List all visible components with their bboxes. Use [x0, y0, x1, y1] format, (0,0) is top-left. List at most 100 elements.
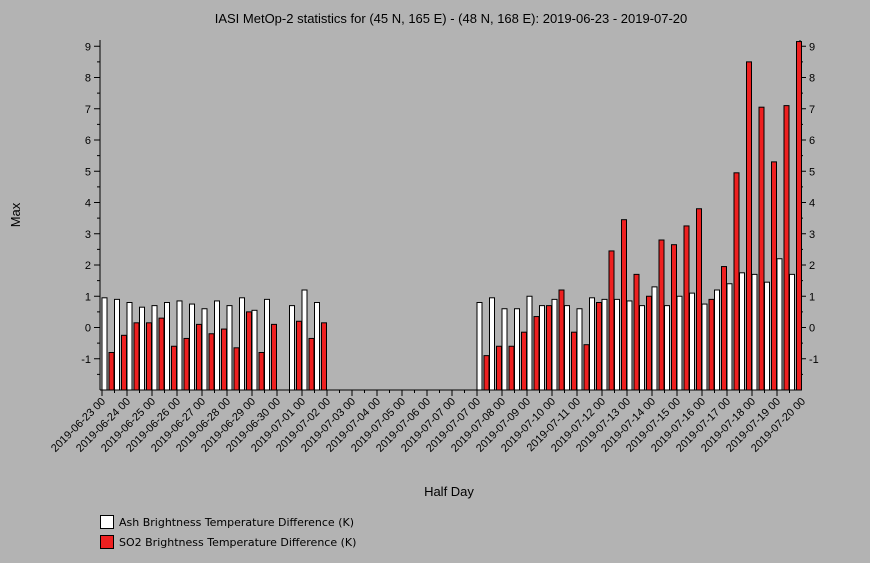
- y-tick-label-left: 8: [85, 73, 91, 85]
- so2-bar: [608, 250, 615, 391]
- ash-bar: [314, 302, 320, 391]
- y-tick-label-right: 1: [809, 291, 815, 303]
- y-tick-label-right: 5: [809, 166, 815, 178]
- ash-bar: [264, 298, 270, 391]
- so2-bar: [746, 61, 752, 391]
- ash-bar: [639, 305, 645, 391]
- legend-label-ash: Ash Brightness Temperature Difference (K…: [119, 515, 354, 529]
- ash-bar: [501, 308, 508, 391]
- so2-bar: [758, 106, 765, 391]
- y-tick-label-left: 3: [85, 229, 91, 241]
- so2-bar: [296, 320, 302, 391]
- legend-label-so2: SO2 Brightness Temperature Difference (K…: [119, 535, 357, 549]
- so2-bar: [308, 337, 315, 391]
- y-tick-label-left: 2: [85, 260, 91, 272]
- so2-bar: [121, 334, 127, 391]
- so2-bar: [221, 328, 227, 391]
- ash-bar: [776, 258, 783, 391]
- so2-bar: [796, 41, 802, 391]
- so2-bar: [771, 161, 777, 391]
- ash-bar: [126, 302, 133, 391]
- so2-bar: [683, 225, 690, 391]
- ash-bar: [676, 295, 683, 391]
- so2-bar: [708, 298, 715, 391]
- so2-bar: [233, 347, 240, 391]
- so2-bar: [271, 323, 277, 391]
- legend-item-ash: Ash Brightness Temperature Difference (K…: [100, 512, 356, 532]
- y-tick-label-right: 2: [809, 260, 815, 272]
- ash-bar: [476, 302, 483, 391]
- y-tick-label-left: 1: [85, 291, 91, 303]
- legend-swatch-ash: [100, 515, 114, 529]
- ash-bar: [289, 305, 295, 391]
- so2-bar: [621, 219, 627, 391]
- y-tick-label-left: 5: [85, 166, 91, 178]
- ash-bar: [526, 295, 533, 391]
- ash-bar: [301, 289, 308, 391]
- ash-bar: [701, 303, 708, 391]
- ash-bar: [626, 300, 633, 391]
- so2-bar: [696, 208, 702, 391]
- y-tick-label-right: -1: [809, 354, 819, 366]
- chart-title: IASI MetOp-2 statistics for (45 N, 165 E…: [215, 11, 688, 26]
- y-tick-label-right: 4: [809, 198, 815, 210]
- y-tick-label-right: 8: [809, 73, 815, 85]
- y-tick-label-left: 0: [85, 323, 91, 335]
- ash-bar: [689, 292, 695, 391]
- ash-bar: [751, 273, 758, 391]
- so2-bar: [733, 172, 740, 391]
- ash-bar: [489, 297, 495, 391]
- y-tick-label-right: 6: [809, 135, 815, 147]
- ash-bar: [251, 309, 258, 391]
- so2-bar: [183, 337, 190, 391]
- so2-bar: [496, 345, 502, 391]
- ash-bar: [101, 297, 108, 391]
- ash-bar: [739, 272, 745, 391]
- ash-bar: [539, 305, 545, 391]
- ash-bar: [239, 297, 245, 391]
- ash-bar: [614, 298, 620, 391]
- so2-bar: [633, 273, 640, 391]
- so2-bar: [133, 322, 140, 391]
- ash-bar: [564, 305, 570, 391]
- ash-bar: [201, 308, 208, 391]
- so2-bar: [258, 352, 265, 391]
- y-tick-label-right: 7: [809, 104, 815, 116]
- so2-bar: [658, 239, 665, 391]
- ash-bar: [164, 302, 170, 391]
- bars: [101, 41, 802, 391]
- so2-bar: [196, 323, 202, 391]
- y-tick-label-right: 9: [809, 41, 815, 53]
- y-tick-label-left: 4: [85, 198, 91, 210]
- y-tick-label-left: 9: [85, 41, 91, 53]
- y-tick-label-left: -1: [81, 354, 91, 366]
- ash-bar: [151, 305, 158, 391]
- so2-bar: [596, 302, 602, 391]
- so2-bar: [646, 295, 652, 391]
- y-tick-label-left: 6: [85, 135, 91, 147]
- so2-bar: [108, 352, 115, 391]
- ash-bar: [226, 305, 233, 391]
- ash-bar: [514, 308, 520, 391]
- ash-bar: [714, 289, 720, 391]
- ash-bar: [176, 300, 183, 391]
- ash-bar: [189, 303, 195, 391]
- so2-bar: [721, 266, 727, 391]
- ash-bar: [601, 298, 608, 391]
- so2-bar: [571, 331, 577, 391]
- ash-bar: [651, 286, 658, 391]
- legend: Ash Brightness Temperature Difference (K…: [100, 512, 356, 552]
- ash-bar: [726, 283, 733, 391]
- legend-swatch-so2: [100, 535, 114, 549]
- so2-bar: [558, 289, 565, 391]
- y-axis-label: Max: [8, 202, 23, 227]
- so2-bar: [158, 317, 165, 391]
- y-tick-label-left: 7: [85, 104, 91, 116]
- ash-bar: [589, 297, 595, 391]
- ash-bar: [551, 298, 558, 391]
- legend-item-so2: SO2 Brightness Temperature Difference (K…: [100, 532, 356, 552]
- so2-bar: [483, 355, 490, 391]
- so2-bar: [208, 333, 215, 391]
